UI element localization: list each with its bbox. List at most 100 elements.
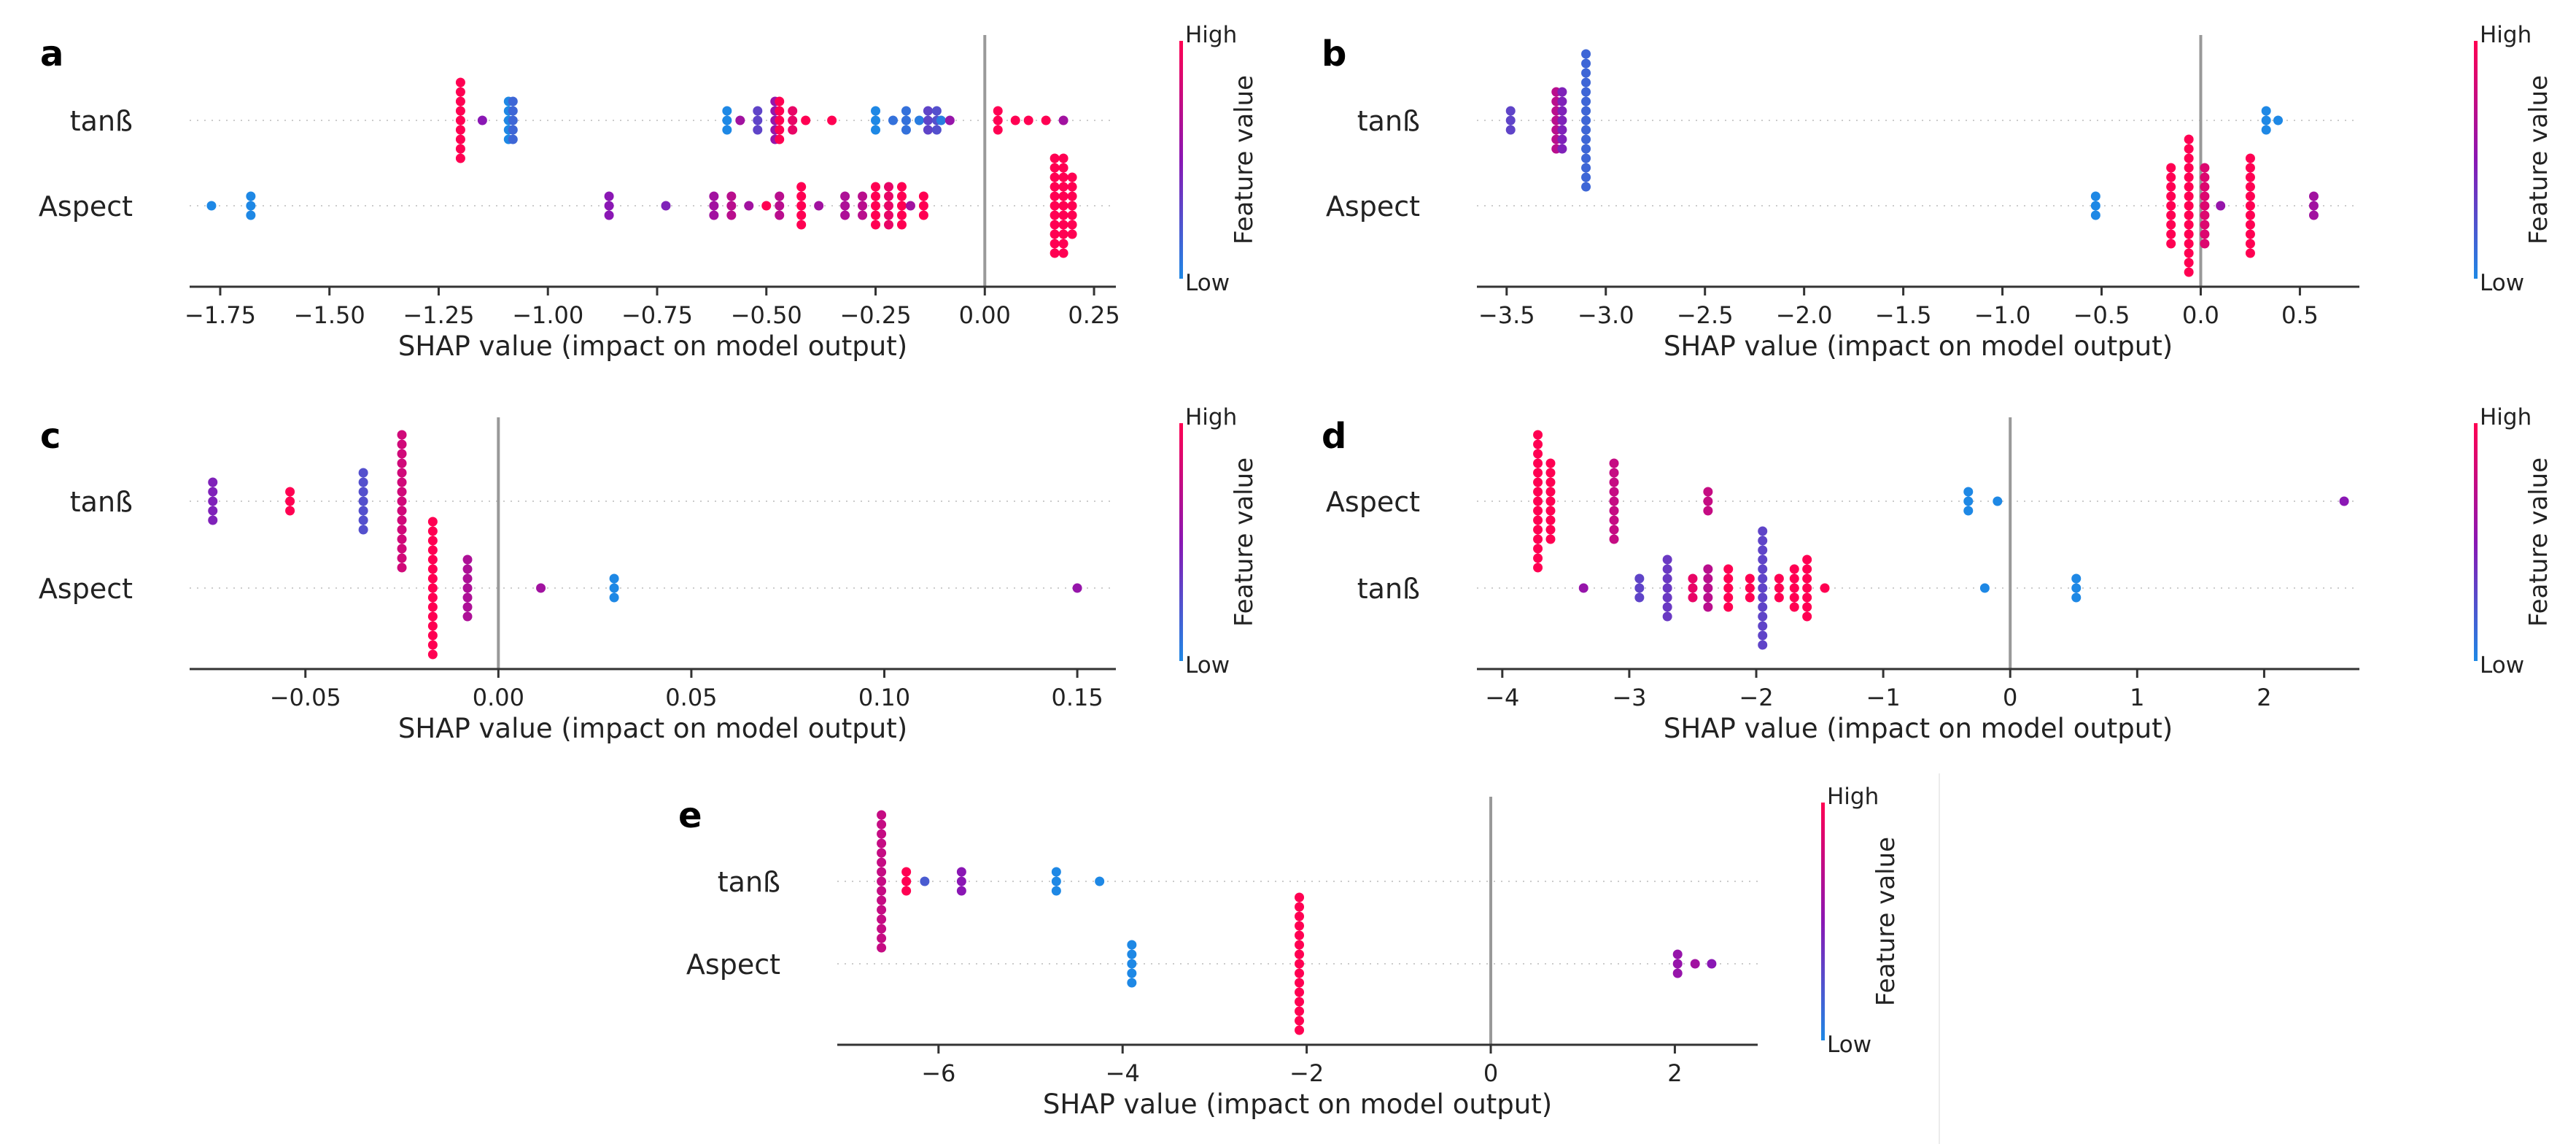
shap-point — [1067, 191, 1077, 201]
shap-point — [2245, 220, 2255, 230]
shap-point — [1545, 458, 1556, 468]
shap-point — [462, 611, 473, 622]
x-tick-label: −2 — [1289, 1059, 1324, 1087]
x-tick-label: 2 — [2257, 684, 2271, 711]
shap-point — [397, 449, 407, 459]
shap-point — [1581, 163, 1591, 173]
shap-point — [753, 115, 763, 125]
shap-point — [2184, 248, 2194, 258]
shap-point — [1789, 583, 1799, 593]
feature-label: tanß — [70, 486, 133, 518]
shap-point — [397, 468, 407, 478]
shap-point — [1609, 515, 1619, 525]
shap-point — [2200, 201, 2210, 211]
shap-point — [1557, 106, 1567, 116]
shap-point — [877, 867, 887, 877]
shap-point — [1050, 248, 1060, 258]
x-tick-label: −0.5 — [2073, 301, 2130, 329]
shap-point — [788, 125, 798, 135]
shap-point — [1505, 106, 1516, 116]
shap-point — [427, 602, 438, 612]
shap-point — [1703, 592, 1713, 603]
colorbar — [2474, 423, 2478, 661]
shap-point — [1802, 554, 1812, 565]
shap-point — [2200, 229, 2210, 239]
shap-point — [796, 182, 807, 192]
panel-label: d — [1322, 416, 1346, 457]
shap-point — [901, 886, 912, 896]
x-tick-label: −2.0 — [1776, 301, 1833, 329]
shap-point — [1672, 968, 1683, 978]
shap-point — [840, 201, 850, 211]
shap-point — [788, 115, 798, 125]
shap-point — [1774, 573, 1784, 584]
shap-point — [775, 210, 785, 220]
colorbar — [2474, 41, 2478, 279]
shap-point — [801, 115, 811, 125]
shap-point — [1758, 602, 1768, 612]
shap-point — [2184, 258, 2194, 268]
shap-point — [455, 115, 465, 125]
x-tick-label: 0.25 — [1068, 301, 1120, 329]
shap-point — [709, 201, 719, 211]
shap-point — [1127, 978, 1137, 988]
shap-point — [427, 573, 438, 584]
shap-point — [2339, 496, 2349, 506]
shap-point — [455, 125, 465, 135]
shap-point — [877, 810, 887, 820]
shap-point — [877, 857, 887, 867]
shap-point — [871, 115, 881, 125]
shap-point — [1533, 563, 1543, 573]
shap-point — [1295, 959, 1305, 969]
x-tick-label: −6 — [921, 1059, 955, 1087]
shap-point — [1609, 525, 1619, 535]
shap-point — [1723, 592, 1734, 603]
shap-point — [427, 526, 438, 536]
shap-point — [1557, 144, 1567, 154]
shap-point — [455, 77, 465, 88]
feature-label: tanß — [70, 105, 133, 137]
shap-point — [796, 220, 807, 230]
shap-point — [1058, 115, 1068, 125]
shap-point — [814, 201, 824, 211]
shap-point — [1058, 201, 1068, 211]
shap-point — [1703, 496, 1713, 506]
shap-point — [1067, 182, 1077, 192]
shap-point — [397, 544, 407, 554]
shap-point — [1723, 564, 1734, 574]
shap-point — [1672, 959, 1683, 969]
shap-point — [1127, 949, 1137, 959]
shap-point — [462, 602, 473, 612]
shap-point — [1058, 163, 1068, 173]
feature-label: tanß — [1357, 105, 1420, 137]
shap-point — [1067, 229, 1077, 239]
feature-label: Aspect — [39, 573, 133, 605]
shap-point — [877, 933, 887, 943]
shap-point — [1802, 611, 1812, 622]
shap-point — [2184, 134, 2194, 144]
shap-point — [1703, 487, 1713, 497]
shap-point — [397, 430, 407, 440]
colorbar-low-label: Low — [1185, 270, 1230, 296]
shap-point — [1581, 68, 1591, 78]
shap-point — [455, 153, 465, 163]
shap-point — [761, 201, 772, 211]
shap-point — [2071, 573, 2082, 584]
shap-point — [918, 191, 928, 201]
colorbar-high-label: High — [1827, 784, 1879, 810]
shap-point — [285, 496, 295, 506]
shap-point — [1802, 592, 1812, 603]
shap-point — [923, 106, 933, 116]
shap-point — [901, 115, 911, 125]
shap-point — [1545, 515, 1556, 525]
colorbar — [1179, 423, 1183, 661]
shap-point — [1545, 506, 1556, 516]
shap-point — [1127, 968, 1137, 978]
shap-point — [1789, 602, 1799, 612]
shap-point — [858, 191, 868, 201]
shap-point — [931, 106, 942, 116]
shap-point — [877, 829, 887, 839]
shap-point — [1545, 487, 1556, 497]
shap-point — [397, 553, 407, 563]
